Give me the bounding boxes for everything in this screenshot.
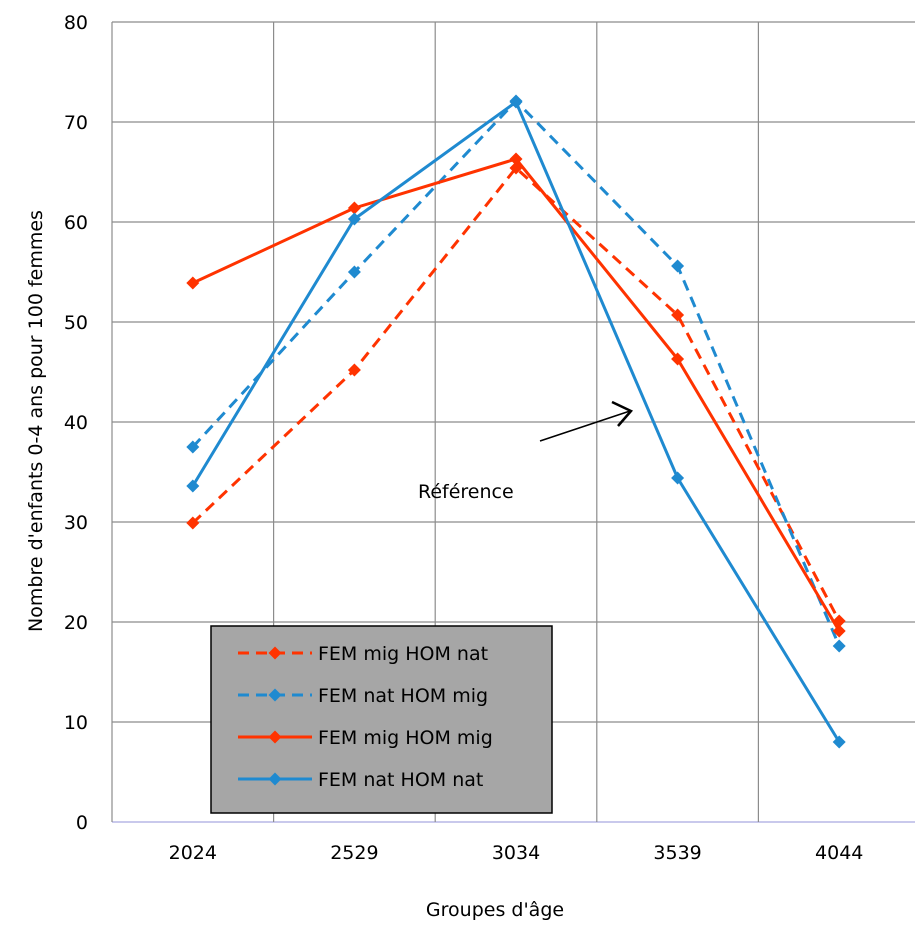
reference-annotation: Référence xyxy=(418,400,634,503)
series-line xyxy=(192,157,841,632)
y-axis-title: Nombre d'enfants 0-4 ans pour 100 femmes xyxy=(25,210,47,632)
data-point-marker xyxy=(509,152,523,166)
y-tick-label: 80 xyxy=(64,12,88,34)
series-fem-nat-hom-nat xyxy=(186,95,846,749)
legend: FEM mig HOM nat FEM nat HOM mig FEM mig HO… xyxy=(210,625,553,814)
reference-arrow-shaft xyxy=(539,410,631,442)
legend-marker xyxy=(268,772,282,786)
data-point-marker xyxy=(671,259,685,273)
y-tick-label: 70 xyxy=(64,112,88,134)
y-tick-labels: 0 10 20 30 40 50 60 70 80 xyxy=(64,12,88,834)
y-tick-label: 50 xyxy=(64,312,88,334)
legend-label: FEM mig HOM mig xyxy=(318,727,493,749)
legend-label: FEM nat HOM mig xyxy=(318,685,488,707)
legend-marker xyxy=(268,688,282,702)
data-point-marker xyxy=(347,212,361,226)
data-point-marker xyxy=(186,276,200,290)
data-point-marker xyxy=(347,363,361,377)
series-line xyxy=(191,166,841,622)
data-point-marker xyxy=(347,201,361,215)
data-point-marker xyxy=(509,95,523,109)
x-tick-label: 3034 xyxy=(492,842,540,864)
data-point-marker xyxy=(671,471,685,485)
data-point-marker xyxy=(832,735,846,749)
series-group xyxy=(186,94,846,749)
reference-arrow-head xyxy=(611,400,634,427)
y-tick-label: 0 xyxy=(76,812,88,834)
data-point-marker xyxy=(186,479,200,493)
x-tick-label: 2024 xyxy=(169,842,217,864)
x-tick-label: 4044 xyxy=(815,842,863,864)
data-point-marker xyxy=(832,624,846,638)
y-tick-label: 20 xyxy=(64,612,88,634)
y-tick-label: 10 xyxy=(64,712,88,734)
series-fem-mig-hom-mig xyxy=(186,152,846,638)
data-point-marker xyxy=(186,516,200,530)
legend-label: FEM nat HOM nat xyxy=(318,769,483,791)
legend-marker xyxy=(268,730,282,744)
series-line xyxy=(191,99,841,647)
data-point-marker xyxy=(186,440,200,454)
x-axis-title: Groupes d'âge xyxy=(426,899,564,921)
y-tick-label: 30 xyxy=(64,512,88,534)
x-tick-labels: 2024 2529 3034 3539 4044 xyxy=(169,842,864,864)
series-fem-mig-hom-nat xyxy=(186,161,846,628)
data-point-marker xyxy=(671,352,685,366)
legend-box xyxy=(210,625,553,814)
data-point-marker xyxy=(671,308,685,322)
x-tick-label: 2529 xyxy=(330,842,378,864)
y-tick-label: 60 xyxy=(64,212,88,234)
legend-marker xyxy=(268,646,282,660)
reference-label: Référence xyxy=(418,481,514,503)
y-tick-label: 40 xyxy=(64,412,88,434)
legend-label: FEM mig HOM nat xyxy=(318,643,488,665)
x-tick-label: 3539 xyxy=(653,842,701,864)
data-point-marker xyxy=(832,639,846,653)
data-point-marker xyxy=(347,265,361,279)
series-fem-nat-hom-mig xyxy=(186,94,846,653)
